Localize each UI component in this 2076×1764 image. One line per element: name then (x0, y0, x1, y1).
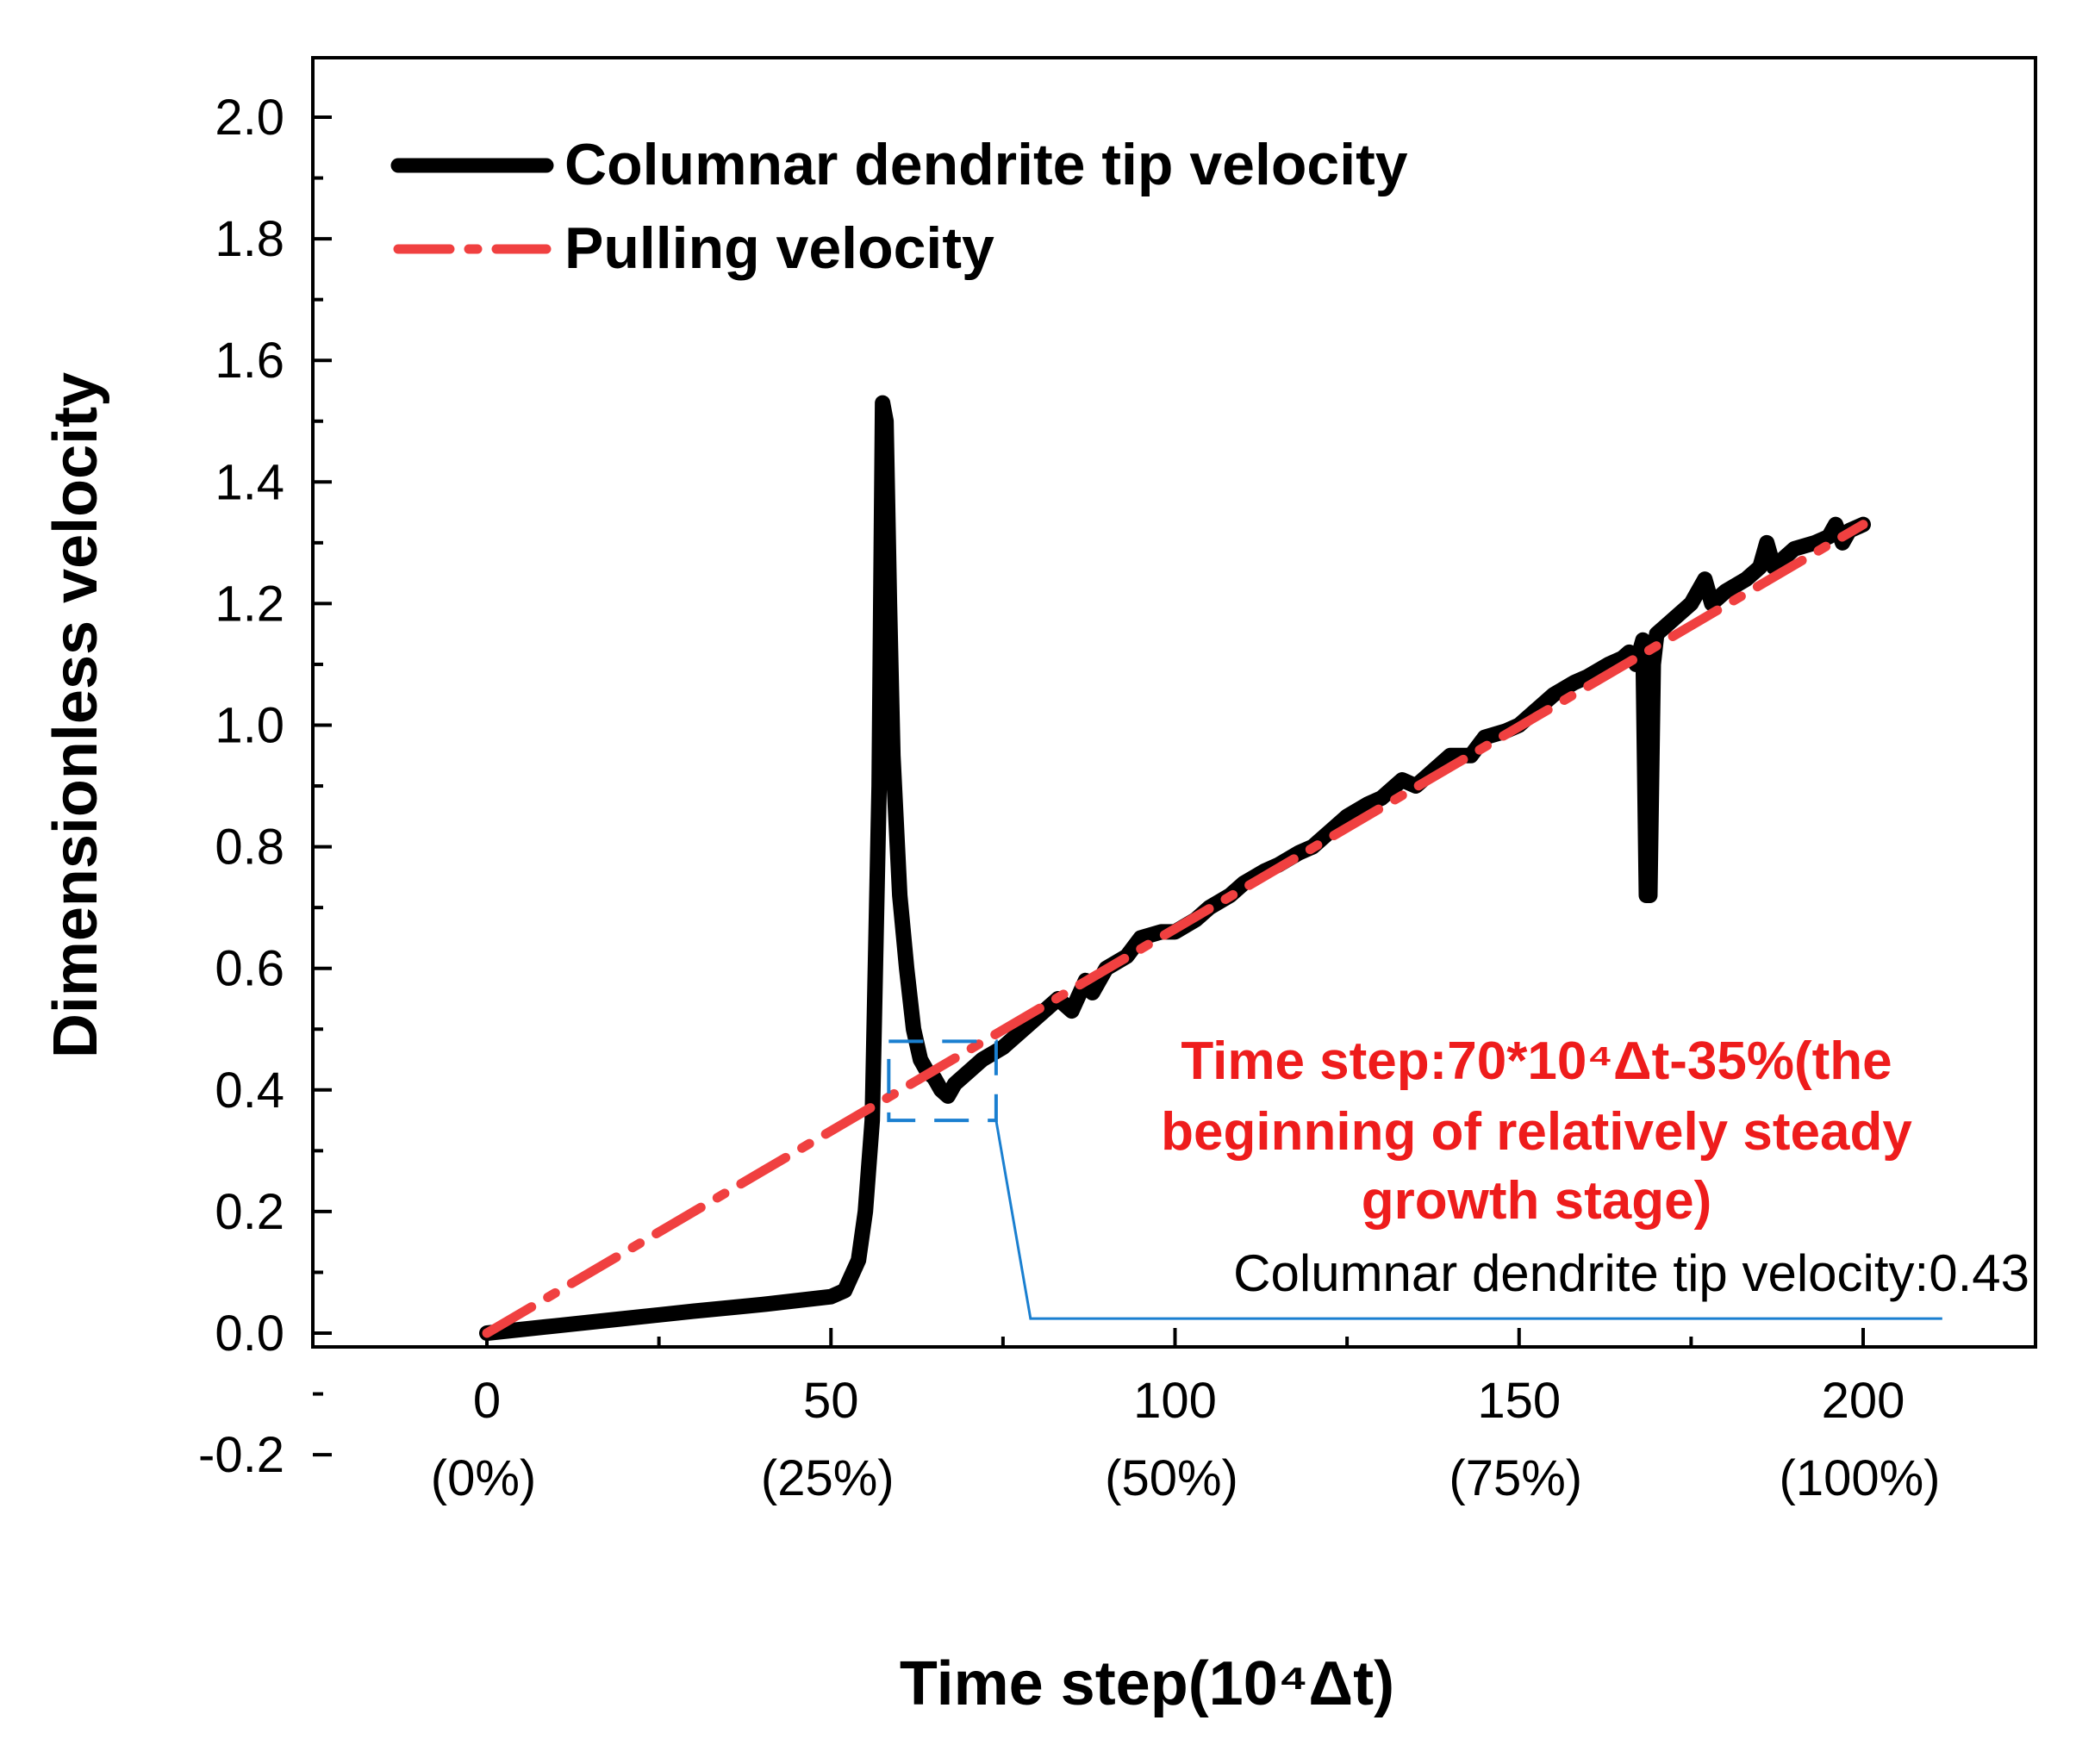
y-tick-label: 1.0 (215, 698, 284, 754)
x-tick-label: 200 (1822, 1373, 1905, 1429)
y-tick-label: 1.2 (215, 576, 284, 632)
annotation-red-line-2: beginning of relatively steady (1161, 1102, 1912, 1162)
highlight-box (887, 1039, 998, 1123)
y-tick-label: 0.2 (215, 1184, 284, 1240)
y-tick-label: 0.0 (215, 1306, 284, 1362)
x-tick-sublabel: (100%) (1780, 1450, 1941, 1506)
x-tick-sublabel: (0%) (431, 1450, 536, 1506)
series-line-pulling-velocity (482, 520, 1868, 1338)
chart-marks (479, 395, 1942, 1341)
x-tick-label: 100 (1133, 1373, 1217, 1429)
annotation: Time step:70*10⁴Δt-35%(the beginning of … (1161, 1032, 2029, 1302)
legend: Columnar dendrite tip velocity Pulling v… (390, 132, 1408, 281)
x-tick-sublabel: (75%) (1449, 1450, 1582, 1506)
y-tick-label: 1.4 (215, 454, 284, 510)
y-axis-title: Dimensionless velocity (41, 372, 110, 1058)
annotation-red-line-1: Time step:70*10⁴Δt-35%(the (1181, 1032, 1892, 1091)
legend-label-tip-velocity: Columnar dendrite tip velocity (564, 132, 1408, 197)
y-tick-label: 1.6 (215, 333, 284, 389)
axes: -0.2 0.0 0.2 0.4 0.6 0.8 1.0 1.2 1.4 1.6 1.8 2.0 0 (0… (198, 90, 1940, 1506)
annotation-black-text: Columnar dendrite tip velocity:0.43 (1233, 1244, 2029, 1302)
annotation-red-line-3: growth stage) (1362, 1171, 1711, 1231)
leader-line (994, 1119, 1942, 1320)
x-tick-label: 150 (1477, 1373, 1561, 1429)
x-tick-sublabel: (50%) (1105, 1450, 1238, 1506)
y-tick-label: 0.6 (215, 941, 284, 997)
y-tick-label: 1.8 (215, 211, 284, 267)
y-tick-label: 0.8 (215, 820, 284, 876)
x-tick-label: 0 (473, 1373, 501, 1429)
legend-label-pulling-velocity: Pulling velocity (564, 215, 994, 281)
y-tick-label: -0.2 (198, 1427, 284, 1483)
x-tick-sublabel: (25%) (761, 1450, 895, 1506)
x-axis-title: Time step(10⁴Δt) (900, 1649, 1394, 1718)
y-tick-label: 2.0 (215, 90, 284, 146)
y-tick-label: 0.4 (215, 1063, 284, 1119)
x-tick-label: 50 (803, 1373, 859, 1429)
